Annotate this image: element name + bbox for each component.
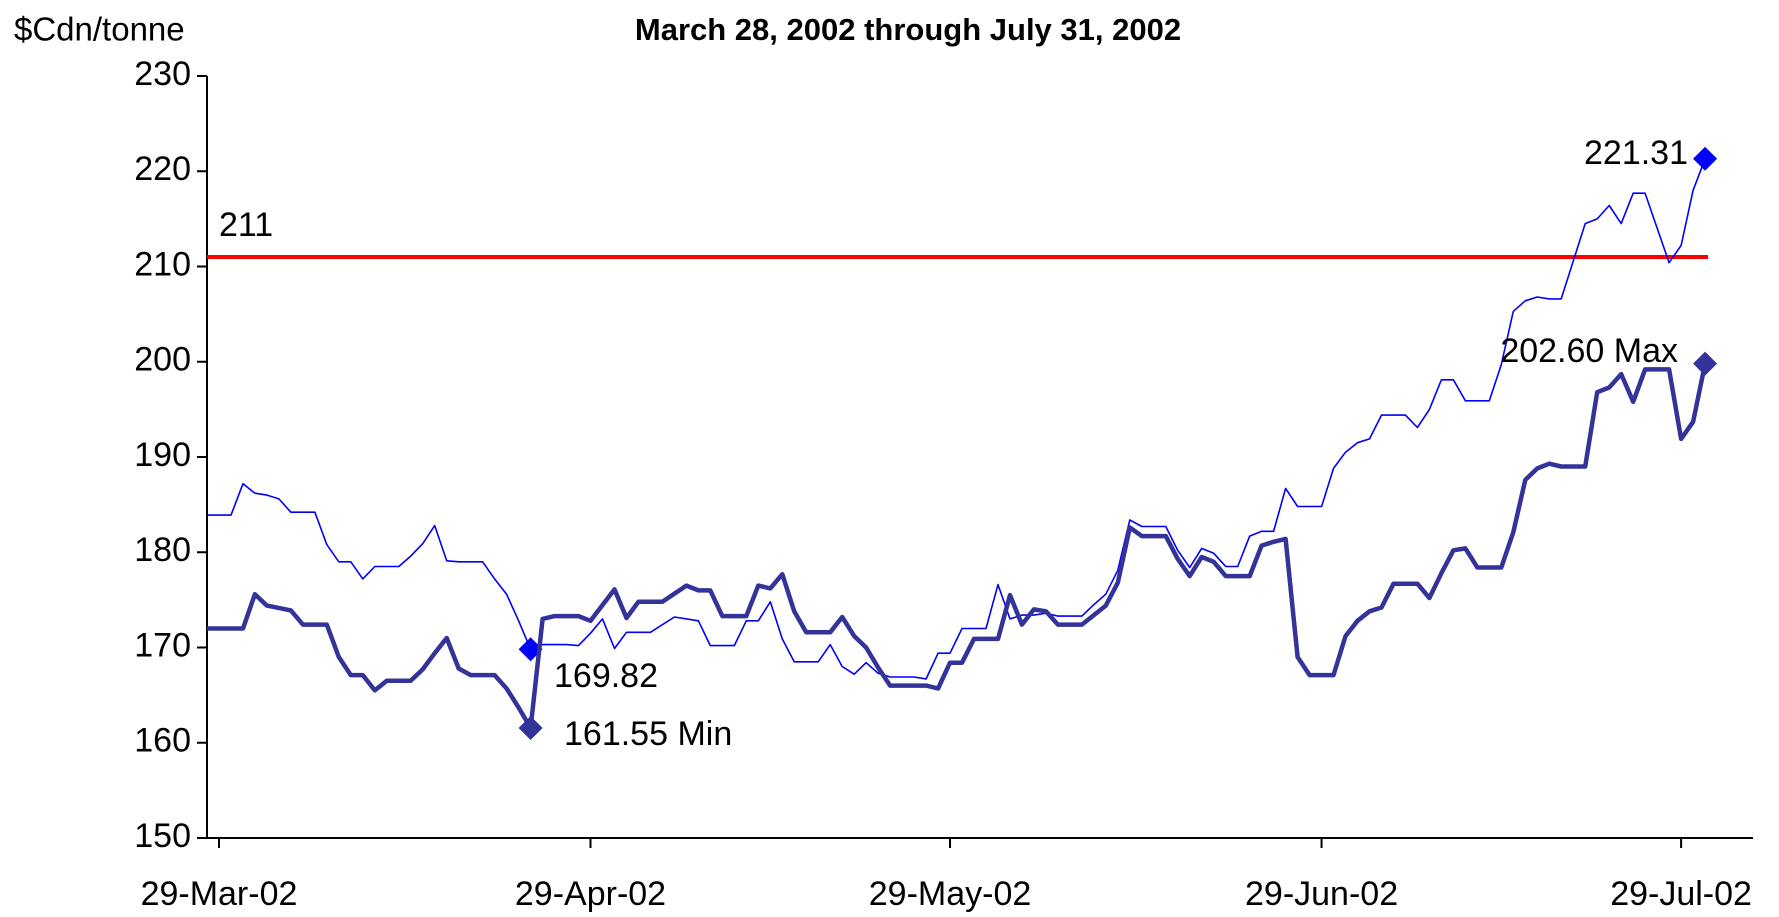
y-tick-label: 160: [134, 722, 191, 760]
y-tick-label: 150: [134, 817, 191, 855]
x-tick-label: 29-Apr-02: [515, 875, 666, 913]
y-tick-label: 200: [134, 341, 191, 379]
x-tick-label: 29-Jun-02: [1245, 875, 1398, 913]
x-tick-label: 29-Jul-02: [1610, 875, 1752, 913]
y-tick-label: 220: [134, 150, 191, 188]
annotation: 221.31: [1584, 134, 1688, 172]
y-axis-label: $Cdn/tonne: [14, 11, 185, 48]
annotation: 202.60 Max: [1500, 332, 1678, 370]
chart-title: March 28, 2002 through July 31, 2002: [635, 12, 1181, 47]
x-tick-label: 29-May-02: [869, 875, 1032, 913]
marker: [518, 715, 543, 740]
y-tick-label: 230: [134, 55, 191, 93]
series-line: [207, 363, 1708, 731]
y-tick-label: 210: [134, 245, 191, 283]
annotation: 169.82: [554, 657, 658, 695]
marker: [1693, 351, 1718, 376]
reference-label: 211: [219, 206, 273, 244]
series-line: [207, 158, 1706, 680]
y-tick-label: 180: [134, 531, 191, 569]
marker: [1693, 146, 1718, 171]
x-tick-label: 29-Mar-02: [141, 875, 298, 913]
y-tick-label: 170: [134, 626, 191, 664]
y-tick-label: 190: [134, 436, 191, 474]
annotation: 161.55 Min: [564, 715, 732, 753]
